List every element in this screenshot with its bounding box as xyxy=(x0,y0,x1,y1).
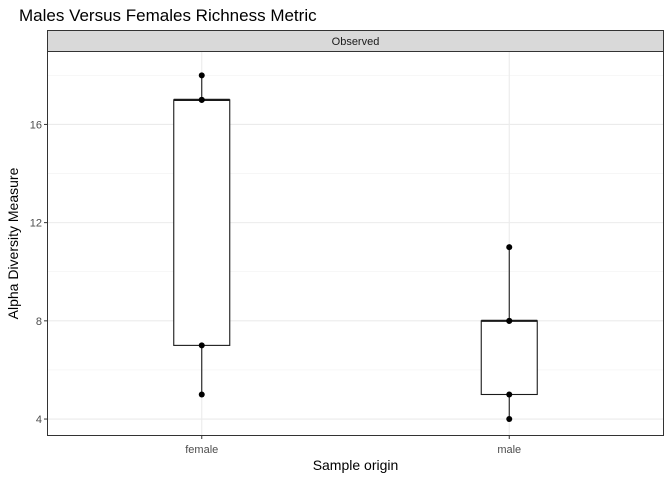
point-layer xyxy=(198,72,513,423)
y-axis-title: Alpha Diversity Measure xyxy=(5,167,21,319)
box-body xyxy=(173,99,231,346)
data-point xyxy=(506,416,513,423)
data-point xyxy=(506,317,513,324)
data-point xyxy=(506,244,513,251)
y-tick-label: 12 xyxy=(30,218,42,230)
data-point xyxy=(198,391,205,398)
data-point xyxy=(198,342,205,349)
data-point xyxy=(198,72,205,79)
panel-border xyxy=(47,51,664,436)
y-tick-label: 8 xyxy=(36,316,42,328)
box-body xyxy=(480,320,538,396)
x-axis-title: Sample origin xyxy=(313,457,399,473)
facet-strip-label: Observed xyxy=(332,36,380,48)
x-axis: female male xyxy=(185,435,521,456)
grid-layer xyxy=(48,52,663,435)
data-point xyxy=(506,391,513,398)
box-layer xyxy=(173,75,538,420)
x-tick-label: male xyxy=(497,444,521,456)
data-point xyxy=(198,96,205,103)
y-tick-label: 16 xyxy=(30,119,42,131)
chart-title: Males Versus Females Richness Metric xyxy=(19,6,317,25)
box-female xyxy=(173,75,231,395)
x-tick-label: female xyxy=(185,444,218,456)
y-axis: 4 8 12 16 xyxy=(30,119,48,426)
y-tick-label: 4 xyxy=(36,414,42,426)
